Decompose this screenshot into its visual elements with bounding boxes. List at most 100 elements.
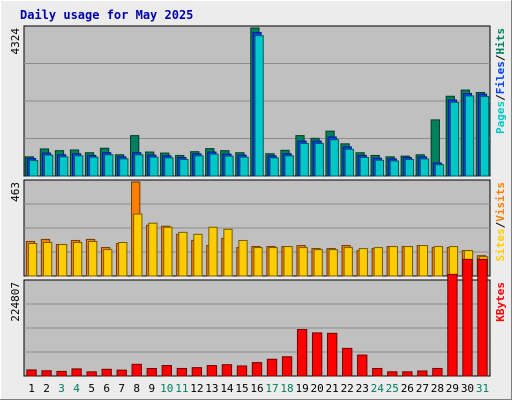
bar-sites-day-14 [223,228,233,277]
x-tick-label-day-25: 25 [386,382,399,395]
bar-sites-day-13 [208,226,218,277]
x-tick-label-day-22: 22 [341,382,354,395]
bar-pages-day-15 [239,156,249,177]
panel-max-label: 4324 [9,28,22,55]
x-tick-label-day-6: 6 [103,382,110,395]
bar-pages-day-5 [89,156,99,177]
bar-sites-day-9 [148,222,158,277]
bar-kbytes-day-22 [342,347,353,377]
bar-kbytes-day-10 [161,365,172,377]
bar-pages-day-30 [464,95,475,177]
x-tick-label-day-10: 10 [160,382,173,395]
bar-pages-day-4 [74,155,84,177]
bar-pages-day-27 [419,158,430,177]
bar-sites-day-21 [328,249,338,277]
x-tick-label-day-3: 3 [58,382,65,395]
bar-pages-day-19 [299,142,309,177]
bar-sites-day-20 [313,249,323,277]
bar-kbytes-day-27 [417,370,428,377]
x-tick-label-day-13: 13 [205,382,218,395]
x-tick-label-day-20: 20 [311,382,324,395]
x-axis-day-labels: 1 2 3 4 5 6 7 8 9 10 11 12 13 14 15 16 17 18 19 20 21 22 23 24 2… [28,382,489,395]
bar-pages-day-29 [449,101,460,177]
x-tick-label-day-19: 19 [295,382,308,395]
bar-pages-day-31 [479,96,490,177]
x-tick-label-day-17: 17 [265,382,278,395]
bar-pages-day-3 [59,156,69,177]
x-tick-label-day-18: 18 [280,382,293,395]
bar-sites-day-29 [448,246,459,277]
bar-kbytes-day-7 [116,369,127,377]
bar-sites-day-2 [42,242,53,277]
bar-kbytes-day-3 [56,370,67,377]
panel-max-label: 463 [9,182,22,202]
bar-pages-day-20 [314,142,324,177]
bar-kbytes-day-23 [357,354,368,377]
legend-separator: / [494,94,507,101]
panel-legend: KBytes [494,282,507,322]
x-tick-label-day-27: 27 [416,382,429,395]
x-tick-label-day-5: 5 [88,382,95,395]
bar-kbytes-day-13 [206,365,218,377]
bar-sites-day-1 [27,243,38,277]
bar-pages-day-22 [344,148,354,177]
bar-sites-day-22 [343,247,353,277]
panel-legend: Sites/Visits [494,182,507,262]
bar-kbytes-day-11 [176,367,187,377]
bar-pages-day-21 [329,139,339,177]
bar-kbytes-day-18 [281,356,293,377]
bar-pages-day-26 [404,159,415,177]
x-tick-label-day-9: 9 [148,382,155,395]
bar-pages-day-23 [359,157,369,177]
bar-pages-day-14 [224,155,234,177]
bar-pages-day-11 [179,159,189,177]
x-tick-label-day-28: 28 [431,382,444,395]
x-tick-label-day-24: 24 [371,382,385,395]
bar-sites-day-17 [268,247,278,277]
legend-entry-visits: Visits [494,182,507,222]
chart-title: Daily usage for May 2025 [20,8,193,22]
legend-entry-kbytes: KBytes [494,282,507,322]
bar-sites-day-8 [133,213,143,277]
bar-sites-day-12 [193,233,203,277]
bar-pages-day-12 [194,155,204,177]
bar-sites-day-5 [88,240,98,277]
legend-separator: / [494,54,507,61]
bar-pages-day-6 [104,154,114,177]
bar-kbytes-day-8 [131,363,142,377]
bar-kbytes-day-30 [462,258,473,377]
x-tick-label-day-29: 29 [446,382,459,395]
bar-kbytes-day-15 [236,365,248,377]
bar-kbytes-day-28 [432,367,443,377]
chart-panels: 4324Pages/Files/Hits463Sites/Visits22480… [9,25,507,377]
panel-2: 463 Sites/Visits [9,179,507,277]
x-tick-label-day-16: 16 [250,382,263,395]
bar-sites-day-3 [58,244,68,277]
bar-pages-day-18 [284,155,294,177]
bar-kbytes-day-25 [387,371,398,377]
bar-sites-day-25 [388,246,398,277]
bar-pages-day-28 [434,164,445,177]
bar-kbytes-day-21 [327,332,338,377]
legend-entry-pages: Pages [494,101,507,134]
bar-kbytes-day-19 [296,329,308,377]
bar-kbytes-day-5 [86,371,97,377]
bar-kbytes-day-20 [311,332,323,377]
bar-kbytes-day-29 [447,273,458,377]
legend-entry-files: Files [494,61,507,94]
bar-pages-day-1 [28,160,39,177]
legend-separator: / [494,221,507,228]
bar-pages-day-17 [269,157,279,177]
x-tick-label-day-1: 1 [28,382,35,395]
x-tick-label-day-23: 23 [356,382,369,395]
legend-entry-hits: Hits [494,28,507,55]
bar-kbytes-day-14 [221,364,233,377]
x-tick-label-day-12: 12 [190,382,203,395]
x-tick-label-day-31: 31 [476,382,489,395]
x-tick-label-day-8: 8 [133,382,140,395]
bar-sites-day-28 [433,246,444,277]
bar-kbytes-day-9 [146,367,157,377]
bar-pages-day-8 [134,154,144,177]
x-tick-label-day-11: 11 [175,382,188,395]
